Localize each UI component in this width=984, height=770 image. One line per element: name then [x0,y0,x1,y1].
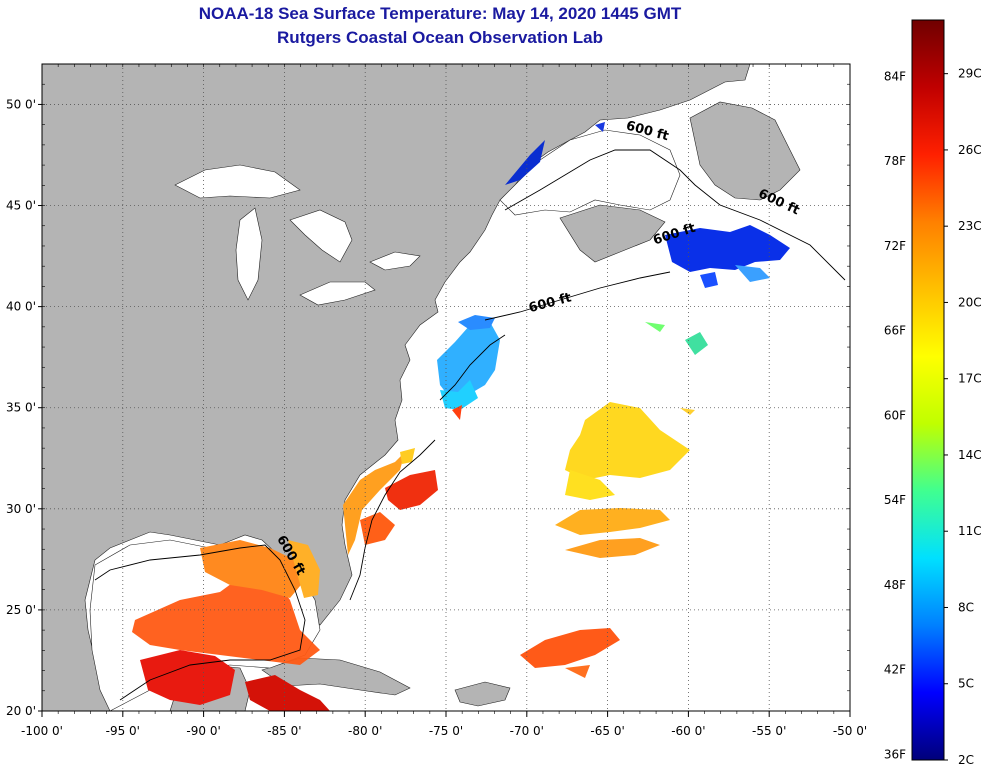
gulf-st-lawrence [499,129,681,216]
lat-tick-label: 50 0' [6,97,36,111]
land-hispaniola [454,681,511,707]
colorbar-c-label: 8C [958,600,974,614]
lat-tick-label: 35 0' [6,401,36,415]
colorbar-f-label: 84F [884,69,906,83]
axis-ticks: -100 0' -95 0' -90 0' -85 0' -80 0' -75 0' -70… [6,63,867,738]
colorbar-c-label: 29C [958,67,982,81]
lon-tick-label: -65 0' [590,724,624,738]
colorbar-f-label: 48F [884,578,906,592]
lat-tick-label: 25 0' [6,603,36,617]
colorbar-c-label: 20C [958,295,982,309]
land-cuba [261,657,411,696]
sst-data [132,122,790,711]
colorbar-c-label: 11C [958,524,982,538]
lat-tick-label: 40 0' [6,300,36,314]
gulf-of-maine-cold-water [505,122,790,288]
lon-tick-label: -60 0' [671,724,705,738]
map-subtitle: Rutgers Coastal Ocean Observation Lab [277,28,603,47]
colorbar-f-label: 60F [884,408,906,422]
colorbar-f-label: 54F [884,493,906,507]
colorbar-gradient [911,19,945,761]
land-maritimes [559,204,666,263]
gulf-warm-water [132,540,330,711]
great-lakes [174,164,421,306]
colorbar-c-label: 17C [958,372,982,386]
lat-lon-grid [42,64,850,711]
colorbar-c-label: 2C [958,753,974,767]
colorbar-f-label: 36F [884,747,906,761]
lat-tick-label: 30 0' [6,502,36,516]
southeast-coast-water [343,448,438,555]
lon-tick-label: -85 0' [267,724,301,738]
lon-tick-label: -55 0' [752,724,786,738]
colorbar-c-label: 23C [958,219,982,233]
lon-tick-label: -95 0' [106,724,140,738]
lon-tick-label: -50 0' [833,724,867,738]
colorbar-c-label: 5C [958,677,974,691]
lon-tick-label: -80 0' [348,724,382,738]
bathymetry-contours [94,149,846,701]
lon-tick-label: -100 0' [21,724,63,738]
colorbar: 84F 78F 72F 66F 60F 54F 48F 42F 36F 29C 26C 23C 20C 1… [884,19,982,767]
lon-tick-label: -75 0' [429,724,463,738]
colorbar-f-label: 72F [884,239,906,253]
colorbar-c-label: 26C [958,143,982,157]
colorbar-c-label: 14C [958,448,982,462]
map-title: NOAA-18 Sea Surface Temperature: May 14,… [198,4,682,23]
colorbar-f-label: 66F [884,324,906,338]
lat-tick-label: 20 0' [6,704,36,718]
offshore-patches [520,322,708,678]
colorbar-f-label: 78F [884,154,906,168]
land-north-america [42,64,751,711]
colorbar-labels: 84F 78F 72F 66F 60F 54F 48F 42F 36F 29C 26C 23C 20C 1… [884,67,982,767]
land-newfoundland [689,101,801,201]
lon-tick-label: -90 0' [186,724,220,738]
lon-tick-label: -70 0' [510,724,544,738]
mid-atlantic-cool-water [437,315,500,420]
colorbar-f-label: 42F [884,663,906,677]
lat-tick-label: 45 0' [6,199,36,213]
